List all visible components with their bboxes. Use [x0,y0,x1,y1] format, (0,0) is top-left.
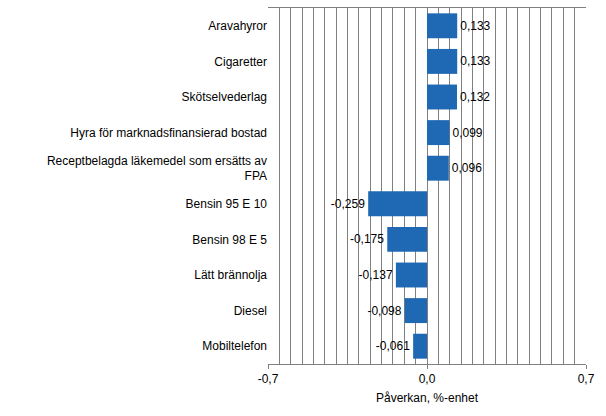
svg-text:Lätt brännolja: Lätt brännolja [194,268,267,282]
svg-text:0,132: 0,132 [460,90,490,104]
svg-text:0,133: 0,133 [460,19,490,33]
svg-text:Bensin 98 E 5: Bensin 98 E 5 [192,233,267,247]
svg-text:Hyra för marknadsfinansierad b: Hyra för marknadsfinansierad bostad [70,126,267,140]
svg-text:-0,098: -0,098 [367,304,401,318]
svg-text:-0,175: -0,175 [350,232,384,246]
svg-text:-0,259: -0,259 [331,197,365,211]
svg-text:Cigaretter: Cigaretter [214,55,267,69]
svg-text:-0,061: -0,061 [376,339,410,353]
svg-text:-0,7: -0,7 [258,372,279,386]
svg-text:Mobiltelefon: Mobiltelefon [202,339,267,353]
svg-text:0,7: 0,7 [578,372,595,386]
svg-text:0,0: 0,0 [419,372,436,386]
svg-text:Aravahyror: Aravahyror [208,19,267,33]
svg-text:-0,137: -0,137 [359,268,393,282]
svg-text:Skötselvederlag: Skötselvederlag [182,90,267,104]
svg-text:0,096: 0,096 [452,161,482,175]
svg-text:Receptbelagda läkemedel som er: Receptbelagda läkemedel som ersätts avFP… [47,154,267,184]
svg-text:Diesel: Diesel [234,304,267,318]
svg-text:Påverkan, %-enhet: Påverkan, %-enhet [376,391,479,405]
svg-text:Bensin 95 E 10: Bensin 95 E 10 [186,197,268,211]
svg-text:0,099: 0,099 [452,126,482,140]
svg-text:0,133: 0,133 [460,54,490,68]
